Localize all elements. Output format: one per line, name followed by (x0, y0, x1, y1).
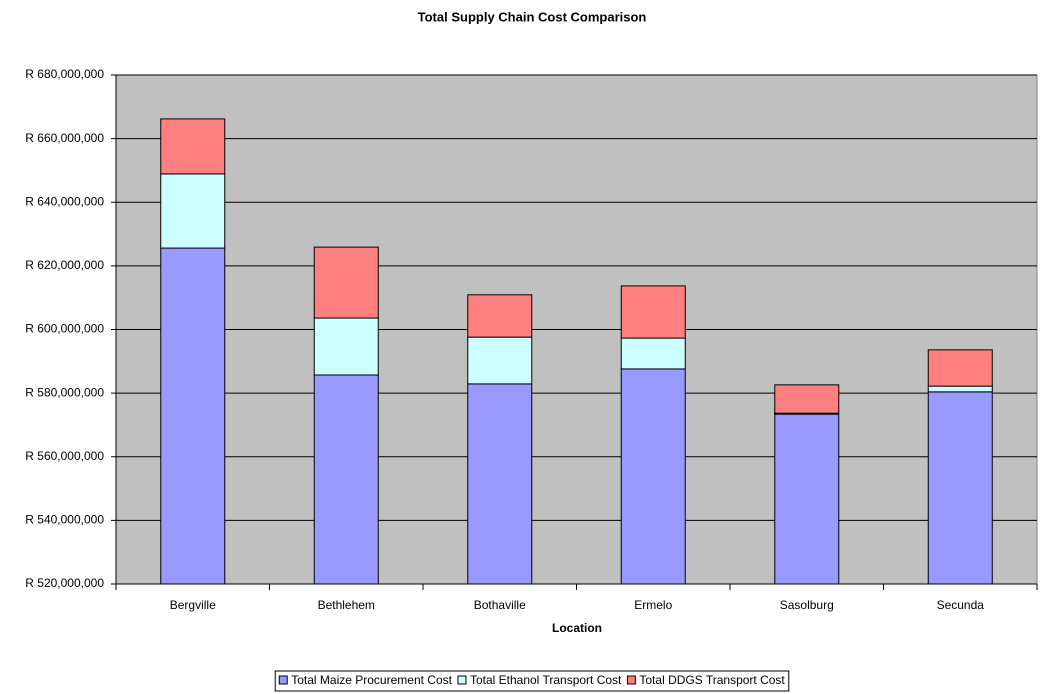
bar-segment (467, 383, 533, 585)
legend-label: Total Ethanol Transport Cost (470, 673, 622, 687)
y-tick-label: R 580,000,000 (25, 385, 104, 399)
bar-segment (160, 173, 226, 249)
bar-segment (927, 349, 993, 387)
bar-segment (313, 374, 379, 585)
legend: Total Maize Procurement Cost Total Ethano… (274, 670, 790, 692)
legend-label: Total Maize Procurement Cost (291, 673, 452, 687)
bar-segment (620, 285, 686, 339)
legend-swatch (457, 675, 467, 685)
bar-segment (160, 118, 226, 175)
x-tick-label: Bethlehem (318, 598, 375, 612)
y-tick-label: R 520,000,000 (25, 576, 104, 590)
chart-title: Total Supply Chain Cost Comparison (418, 9, 647, 24)
x-tick-label: Sasolburg (780, 598, 834, 612)
legend-swatch (626, 675, 636, 685)
y-tick-label: R 620,000,000 (25, 258, 104, 272)
y-tick-label: R 540,000,000 (25, 513, 104, 527)
bar-segment (774, 384, 840, 414)
x-tick-label: Ermelo (634, 598, 672, 612)
bar-segment (620, 368, 686, 585)
x-tick-label: Bothaville (474, 598, 526, 612)
y-tick-label: R 660,000,000 (25, 131, 104, 145)
legend-swatch (278, 675, 288, 685)
legend-label: Total DDGS Transport Cost (639, 673, 785, 687)
bar-segment (313, 317, 379, 376)
bar-segment (467, 336, 533, 385)
bar-segment (467, 294, 533, 338)
bar-segment (927, 391, 993, 585)
x-axis-label: Location (552, 621, 602, 635)
bar-segment (313, 246, 379, 319)
x-tick-label: Bergville (170, 598, 216, 612)
bar-segment (620, 337, 686, 370)
bar-segment (927, 385, 993, 393)
bar-segment (160, 247, 226, 585)
bar-segment (774, 413, 840, 585)
y-tick-label: R 560,000,000 (25, 449, 104, 463)
x-tick-label: Secunda (937, 598, 985, 612)
legend-box (274, 670, 790, 692)
y-tick-label: R 600,000,000 (25, 322, 104, 336)
y-tick-label: R 640,000,000 (25, 194, 104, 208)
y-tick-label: R 680,000,000 (25, 67, 104, 81)
